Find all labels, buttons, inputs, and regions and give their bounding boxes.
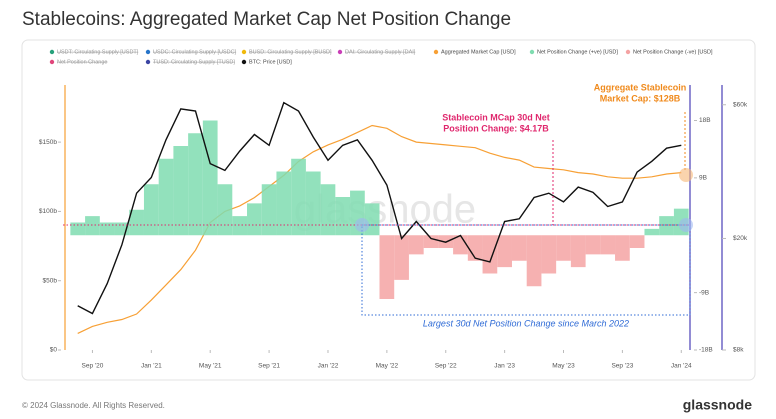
x-tick-label: May '23 — [552, 363, 575, 370]
legend-swatch — [49, 49, 55, 55]
y-tick-label: $50b — [43, 277, 58, 284]
bar — [129, 209, 144, 236]
line — [77, 101, 682, 315]
bar — [570, 235, 586, 268]
bar — [143, 184, 159, 236]
legend-label: BTC: Price [USD] — [249, 59, 292, 65]
bar — [423, 235, 439, 248]
y-tick-label: $150b — [39, 139, 57, 146]
x-tick-label: Sep '22 — [435, 363, 457, 370]
x-tick-label: Jan '22 — [318, 363, 339, 370]
bar — [188, 133, 203, 236]
y2-tick-label: -18B — [699, 347, 713, 354]
bar — [173, 146, 189, 236]
bar — [217, 184, 233, 236]
line — [77, 124, 682, 334]
bar — [467, 235, 483, 261]
x-tick-label: May '22 — [376, 363, 399, 370]
bar — [615, 235, 630, 261]
x-tick-label: Jan '21 — [141, 363, 162, 370]
bar — [70, 222, 86, 236]
y2-tick-label: 18B — [699, 117, 711, 124]
bar — [232, 216, 248, 236]
y-tick-label: $0 — [50, 347, 58, 354]
bar — [556, 235, 571, 261]
y2-tick-label: -9B — [699, 289, 709, 296]
y3-tick-label: $20k — [733, 235, 748, 242]
bar — [497, 235, 512, 268]
y3-tick-label: $60k — [733, 101, 748, 108]
marker — [679, 218, 693, 232]
bar — [379, 235, 395, 299]
y3-tick-label: $8k — [733, 347, 744, 354]
bar — [261, 184, 277, 236]
x-tick-label: Sep '21 — [258, 363, 280, 370]
bar — [541, 235, 557, 274]
bar — [644, 228, 660, 236]
legend-label: Net Position Change (+ve) [USD] — [537, 49, 618, 55]
marker — [355, 218, 369, 232]
legend-swatch — [625, 49, 631, 55]
chart-title: Stablecoins: Aggregated Market Cap Net P… — [22, 9, 511, 30]
legend-swatch — [529, 49, 535, 55]
footer: © 2024 Glassnode. All Rights Reserved. — [22, 401, 165, 410]
legend-swatch — [145, 59, 151, 65]
bar — [202, 120, 218, 236]
legend-swatch — [241, 59, 247, 65]
bar — [394, 235, 409, 280]
x-tick-label: Jan '24 — [671, 363, 692, 370]
bar — [511, 235, 527, 261]
bar — [247, 203, 262, 236]
bar — [99, 222, 115, 236]
bar — [291, 158, 306, 236]
legend-swatch — [433, 49, 439, 55]
legend-swatch — [145, 49, 151, 55]
bar — [364, 203, 380, 236]
legend-label: DAI: Circulating Supply [DAI] — [345, 49, 416, 55]
y2-tick-label: 9B — [699, 175, 707, 182]
x-tick-label: May '21 — [199, 363, 222, 370]
bar — [526, 235, 542, 287]
bar — [482, 235, 498, 274]
legend-label: Aggregated Market Cap [USD] — [441, 49, 516, 55]
legend-label: USDT: Circulating Supply [USDT] — [57, 49, 139, 55]
legend-label: BUSD: Circulating Supply [BUSD] — [249, 49, 332, 55]
highlight-box — [361, 224, 691, 316]
logo: glassnode — [683, 397, 752, 413]
bar — [600, 235, 616, 255]
annotation: Largest 30d Net Position Change since Ma… — [423, 318, 629, 328]
bar — [305, 171, 321, 236]
legend-swatch — [241, 49, 247, 55]
x-tick-label: Sep '23 — [611, 363, 633, 370]
legend-label: Net Position Change — [57, 59, 107, 65]
x-tick-label: Sep '20 — [82, 363, 104, 370]
annotation: Position Change: $4.17B — [443, 123, 549, 133]
legend-swatch — [337, 49, 343, 55]
annotation: Aggregate Stablecoin — [594, 82, 687, 92]
annotation: Stablecoin MCap 30d Net — [442, 112, 550, 122]
bar — [408, 235, 424, 255]
bar — [158, 158, 174, 236]
y-tick-label: $100b — [39, 208, 57, 215]
bar — [659, 216, 674, 236]
legend-label: TUSD: Circulating Supply [TUSD] — [153, 59, 235, 65]
x-tick-label: Jan '23 — [494, 363, 515, 370]
bar — [85, 216, 100, 236]
marker — [679, 168, 693, 182]
annotation: Market Cap: $128B — [600, 93, 681, 103]
bar — [276, 171, 292, 236]
bar — [335, 197, 351, 236]
bar — [629, 235, 645, 248]
legend-swatch — [49, 59, 55, 65]
bar — [320, 184, 336, 236]
legend-label: USDC: Circulating Supply [USDC] — [153, 49, 237, 55]
legend-label: Net Position Change (-ve) [USD] — [633, 49, 713, 55]
bar — [585, 235, 601, 255]
